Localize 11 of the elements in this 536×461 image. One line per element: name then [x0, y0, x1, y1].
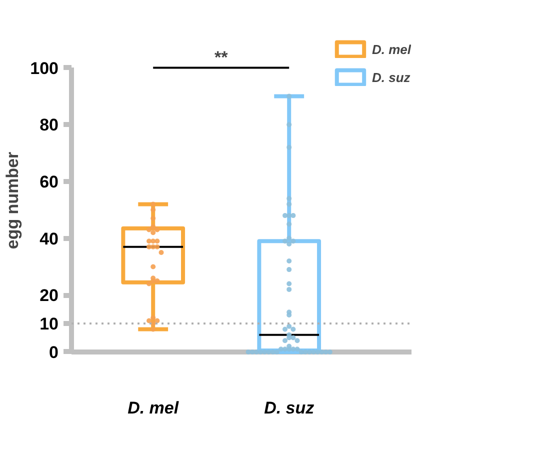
legend-label: D. mel [372, 42, 411, 56]
y-tick-label: 0 [49, 342, 59, 362]
y-tick-label: 80 [40, 116, 59, 135]
y-tick-label: 40 [40, 229, 59, 248]
text: ** [214, 48, 228, 67]
y-tick-label: 100 [30, 58, 59, 78]
y-tick-label: 20 [40, 286, 59, 306]
legend-label: D. suz [372, 70, 410, 84]
y-axis-title: egg number [3, 151, 22, 250]
y-tick-label: 60 [40, 172, 59, 192]
y-tick-label: 10 [40, 314, 59, 334]
